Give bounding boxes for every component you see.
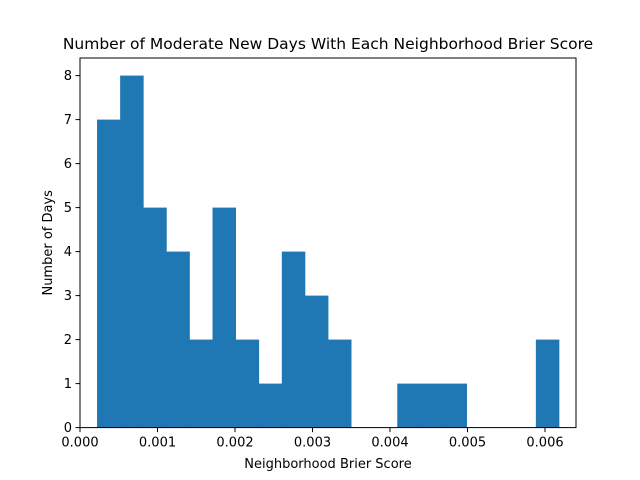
histogram-bar [120,75,144,428]
histogram-bar [166,251,190,428]
histogram-bar [328,339,352,428]
y-axis-ticks: 0 1 2 3 4 5 6 7 8 [64,69,80,436]
histogram-bar [281,251,306,428]
y-tick-label: 5 [64,201,72,216]
histogram-bar [443,383,467,428]
y-tick-label: 0 [64,421,72,436]
x-tick-label: 0.000 [61,436,98,451]
y-axis-label: Number of Days [41,190,56,296]
y-tick-label: 7 [64,113,72,128]
chart-title: Number of Moderate New Days With Each Ne… [63,35,593,53]
histogram-bar [304,295,329,428]
histogram-bar [189,339,213,428]
histogram-bar [212,207,237,428]
histogram-bar [97,119,121,428]
x-tick-label: 0.001 [139,436,176,451]
y-tick-label: 1 [64,377,72,392]
y-tick-label: 8 [64,69,72,84]
histogram-bar [143,207,167,428]
x-axis-ticks: 0.000 0.001 0.002 0.003 0.004 0.005 0.006 [61,427,564,451]
y-tick-label: 2 [64,333,72,348]
x-tick-label: 0.005 [449,436,486,451]
x-tick-label: 0.004 [371,436,408,451]
y-tick-label: 6 [64,157,72,172]
bars-group [97,75,560,428]
x-tick-label: 0.003 [294,436,331,451]
x-tick-label: 0.002 [216,436,253,451]
x-tick-label: 0.006 [526,436,563,451]
histogram-bar [420,383,444,428]
y-tick-label: 3 [64,289,72,304]
y-tick-label: 4 [64,245,72,260]
histogram-bar [258,383,283,428]
histogram-bar [397,383,421,428]
plot-frame [79,57,577,429]
histogram-bar [535,339,560,428]
histogram-bar [235,339,260,428]
x-axis-label: Neighborhood Brier Score [244,457,411,472]
